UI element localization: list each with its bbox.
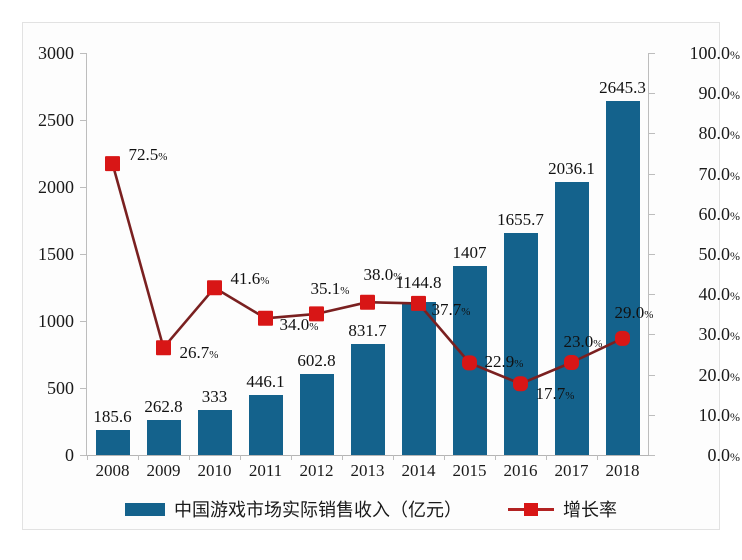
x-axis-tick (138, 455, 139, 460)
x-axis-tick-label: 2015 (452, 461, 487, 480)
growth-rate-value-label: 37.7% (431, 300, 471, 320)
x-axis-tick (393, 455, 394, 460)
y-axis-left-tick-label: 1500 (38, 244, 74, 264)
bar-value-label: 602.8 (297, 351, 336, 371)
x-axis-tick-label: 2009 (146, 461, 181, 480)
growth-rate-value-label: 29.0% (614, 303, 654, 323)
x-axis-tick (495, 455, 496, 460)
x-axis-tick-label: 2014 (401, 461, 436, 480)
y-axis-right-tick (649, 213, 655, 215)
x-axis-tick-label: 2012 (299, 461, 334, 480)
bar-value-label: 333 (201, 387, 228, 407)
legend-bar-swatch-icon (125, 502, 165, 516)
bar (299, 374, 334, 455)
y-axis-right-tick (649, 93, 655, 95)
y-axis-left-tick-label: 3000 (38, 43, 74, 63)
y-axis-left-line (86, 53, 87, 456)
x-axis-tick (87, 455, 88, 460)
y-axis-right-tick (649, 294, 655, 296)
bar-value-label: 2645.3 (599, 77, 646, 97)
x-axis-tick (291, 455, 292, 460)
y-axis-left-tick (80, 254, 86, 255)
y-axis-left-tick-label: 2500 (38, 110, 74, 130)
x-axis-tick-label: 2013 (350, 461, 385, 480)
legend-line-swatch-icon (508, 502, 554, 516)
x-axis-tick-label: 2016 (503, 461, 538, 480)
y-axis-left-tick (80, 53, 86, 54)
bar-value-label: 2036.1 (548, 159, 595, 179)
bar (452, 266, 487, 455)
bar (605, 100, 640, 455)
growth-rate-value-label: 72.5% (128, 144, 168, 164)
y-axis-right-tick (649, 334, 655, 336)
y-axis-right-tick-label: 80.0% (698, 123, 741, 144)
y-axis-right-tick-label: 10.0% (698, 404, 741, 425)
legend-item-growth-rate[interactable]: 增长率 (508, 496, 617, 522)
growth-rate-value-label: 22.9% (484, 351, 524, 371)
y-axis-right-tick (649, 254, 655, 255)
bar (197, 410, 232, 455)
bar-value-label: 262.8 (144, 396, 183, 416)
y-axis-right-tick-label: 60.0% (698, 203, 741, 224)
bar-value-label: 1655.7 (497, 210, 544, 230)
y-axis-left-tick-label: 2000 (38, 177, 74, 197)
y-axis-right-tick (649, 133, 655, 135)
growth-rate-value-label: 35.1% (310, 278, 350, 298)
bar-value-label: 831.7 (348, 320, 387, 340)
y-axis-left-tick-label: 0 (65, 445, 74, 465)
bar-value-label: 185.6 (93, 407, 132, 427)
bar (146, 419, 181, 455)
growth-rate-value-label: 17.7% (535, 383, 575, 403)
growth-rate-value-label: 41.6% (230, 268, 270, 288)
bar-value-label: 1407 (452, 243, 487, 263)
bar (503, 233, 538, 455)
y-axis-right-tick (649, 53, 655, 54)
y-axis-right-tick (649, 374, 655, 376)
y-axis-right-tick-label: 100.0% (689, 43, 741, 63)
x-axis-tick (597, 455, 598, 460)
x-axis-tick (546, 455, 547, 460)
x-axis-tick (342, 455, 343, 460)
legend-label-revenue: 中国游戏市场实际销售收入（亿元） (174, 500, 462, 521)
chart-legend: 中国游戏市场实际销售收入（亿元） 增长率 (0, 496, 742, 522)
y-axis-left-tick-label: 1000 (38, 311, 74, 331)
x-axis-tick-label: 2018 (605, 461, 640, 480)
y-axis-right-tick-label: 50.0% (698, 244, 741, 264)
y-axis-right-tick-label: 90.0% (698, 83, 741, 104)
growth-rate-value-label: 23.0% (563, 331, 603, 351)
x-axis-tick-label: 2017 (554, 461, 589, 480)
y-axis-right-tick (649, 173, 655, 175)
x-axis-tick-label: 2011 (248, 461, 283, 480)
y-axis-right-tick (649, 414, 655, 416)
legend-item-revenue[interactable]: 中国游戏市场实际销售收入（亿元） (125, 496, 462, 522)
x-axis-tick-label: 2010 (197, 461, 232, 480)
y-axis-right-tick-label: 30.0% (698, 324, 741, 345)
y-axis-right-tick-label: 70.0% (698, 163, 741, 184)
bar (248, 395, 283, 455)
y-axis-right-tick-label: 40.0% (698, 284, 741, 305)
x-axis-tick (444, 455, 445, 460)
bar (95, 430, 130, 455)
y-axis-right-line (648, 53, 649, 456)
y-axis-left-tick (80, 388, 86, 389)
y-axis-left-tick (80, 321, 86, 322)
x-axis-tick (189, 455, 190, 460)
y-axis-right-tick-label: 20.0% (698, 364, 741, 385)
y-axis-left-tick (80, 455, 86, 456)
growth-rate-value-label: 34.0% (279, 315, 319, 335)
bar-value-label: 446.1 (246, 372, 285, 392)
y-axis-left-tick (80, 187, 86, 188)
growth-rate-value-label: 38.0% (363, 265, 403, 285)
y-axis-right-tick (649, 455, 655, 456)
y-axis-left-tick (80, 120, 86, 121)
x-axis-line (86, 455, 649, 456)
x-axis-tick-label: 2008 (95, 461, 130, 480)
y-axis-right-tick-label: 0.0% (707, 445, 741, 465)
growth-rate-value-label: 26.7% (179, 342, 219, 362)
x-axis-tick (240, 455, 241, 460)
y-axis-left-tick-label: 500 (47, 378, 74, 398)
legend-label-growth-rate: 增长率 (563, 500, 617, 521)
